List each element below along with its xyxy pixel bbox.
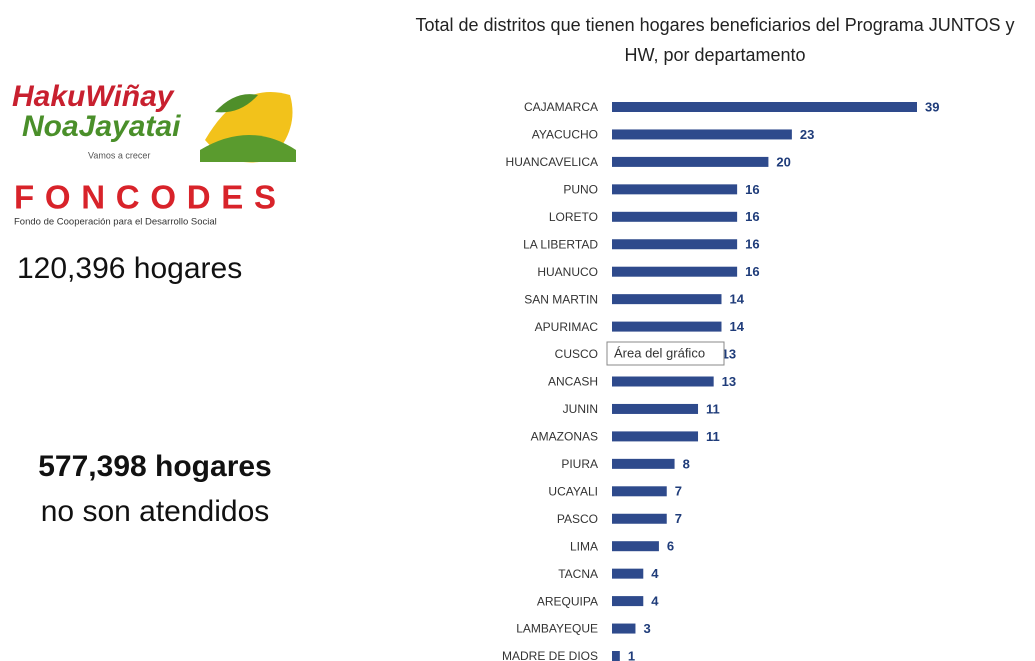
bar [612,431,699,442]
category-label: UCAYALI [548,484,598,498]
category-label: LIMA [570,539,598,553]
bar [612,156,769,167]
value-label: 16 [745,237,759,252]
value-label: 7 [675,484,682,499]
bar [612,294,722,305]
bar [612,211,738,222]
value-label: 11 [706,401,720,416]
category-label: CUSCO [555,347,598,361]
value-label: 1 [628,648,635,661]
value-label: 13 [722,374,736,389]
logo-text: HakuWiñay [12,80,175,113]
category-label: PUNO [563,183,598,197]
logo-slogan: Vamos a crecer [88,150,150,160]
category-label: LAMBAYEQUE [516,622,598,636]
bar [612,129,792,140]
logo-text: NoaJayatai [22,110,181,143]
logo-hill [200,135,296,162]
bar [612,321,722,332]
category-label: LORETO [549,210,598,224]
category-label: AYACUCHO [532,128,598,142]
chart-title: Total de distritos que tienen hogares be… [415,15,1015,65]
category-label: ANCASH [548,375,598,389]
bar [612,596,644,607]
category-label: PASCO [557,512,598,526]
households-unserved: 577,398 hogares [38,450,271,483]
value-label: 14 [729,319,744,334]
bar [612,486,667,497]
bar [612,102,917,112]
value-label: 8 [683,456,690,471]
category-label: LA LIBERTAD [523,237,598,251]
category-label: CAJAMARCA [524,100,598,114]
value-label: 16 [745,209,759,224]
value-label: 11 [706,429,720,444]
value-label: 16 [745,182,759,197]
category-label: SAN MARTIN [524,292,598,306]
value-label: 3 [643,621,650,636]
category-label: HUANUCO [537,265,598,279]
category-label: APURIMAC [535,320,599,334]
logo: HakuWiñay NoaJayatai Vamos a crecer FONC… [12,80,296,228]
value-label: 13 [722,346,736,361]
value-label: 6 [667,539,674,554]
bar [612,541,659,552]
bars: CAJAMARCA 39 AYACUCHO 23 HUANCAVELICA 20 PUNO 1… [502,99,939,661]
category-label: AREQUIPA [537,594,598,608]
value-label: 16 [745,264,759,279]
foncodes-subtitle: Fondo de Cooperación para el Desarrollo … [14,217,217,228]
value-label: 7 [675,511,682,526]
tooltip-text: Área del gráfico [614,345,705,360]
bar [612,458,675,469]
bar [612,623,636,634]
bar [612,403,699,414]
category-label: PIURA [561,457,598,471]
logo-leaf [215,94,258,113]
households-served: 120,396 hogares [17,252,242,285]
category-label: JUNIN [563,402,598,416]
category-label: TACNA [558,567,598,581]
bar [612,376,714,387]
households-unserved-note: no son atendidos [41,495,270,528]
category-label: MADRE DE DIOS [502,649,598,661]
value-label: 4 [651,594,659,609]
category-label: AMAZONAS [531,430,598,444]
bar [612,266,738,277]
bar [612,239,738,250]
bar [612,513,667,524]
value-label: 14 [729,292,744,307]
category-label: HUANCAVELICA [506,155,598,169]
bar [612,184,738,195]
value-label: 20 [776,154,790,169]
value-label: 4 [651,566,659,581]
tooltip [606,341,725,366]
bar [612,651,620,661]
value-label: 23 [800,127,814,142]
bar [612,568,644,579]
value-label: 39 [925,99,939,114]
foncodes-logo: FONCODES [14,179,276,216]
